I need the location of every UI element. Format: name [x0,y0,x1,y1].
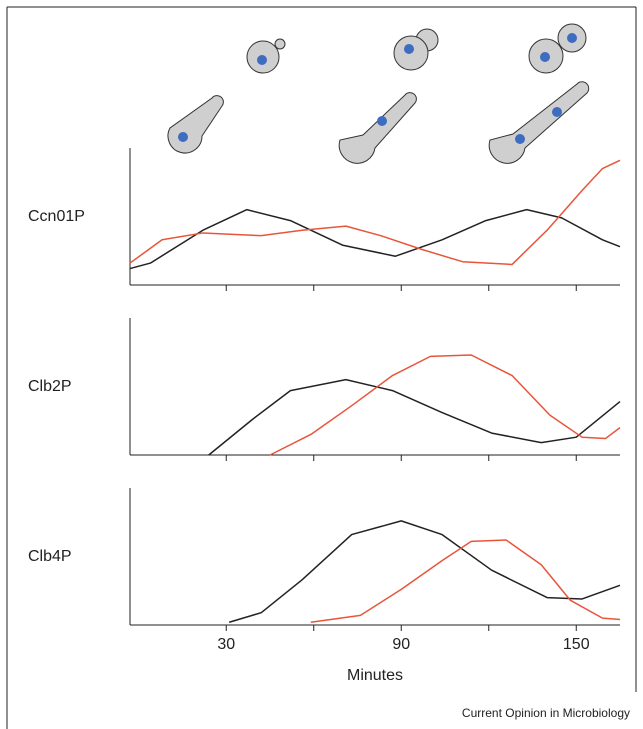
y-axis-label: Ccn01P [28,208,85,225]
cell-illustrations [167,23,590,164]
data-line [129,159,621,266]
frame [6,6,637,729]
data-line [228,520,621,623]
data-line [208,378,621,456]
x-tick-label: 30 [217,636,235,653]
data-line [269,354,621,456]
data-line [129,208,621,270]
x-axis-label: Minutes [347,667,403,684]
x-tick-label: 150 [563,636,590,653]
nuclei [178,33,577,144]
y-axis-label: Clb2P [28,378,72,395]
source: Current Opinion in Microbiology [462,706,630,720]
data-line [310,539,621,624]
x-tick-label: 90 [392,636,410,653]
y-axis-label: Clb4P [28,548,72,565]
